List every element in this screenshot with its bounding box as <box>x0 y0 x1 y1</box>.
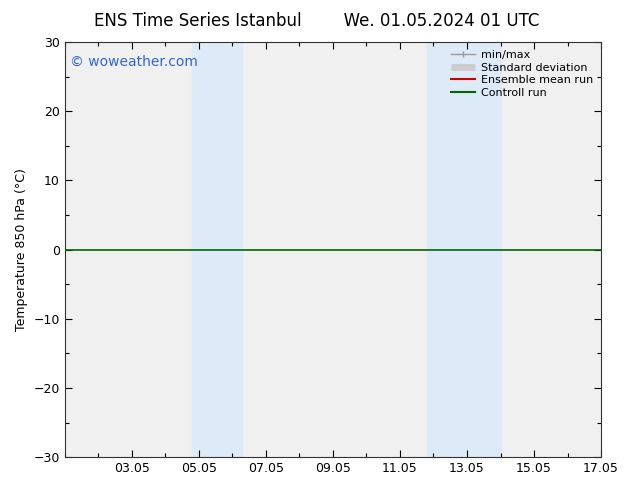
Bar <box>192 42 242 457</box>
Y-axis label: Temperature 850 hPa (°C): Temperature 850 hPa (°C) <box>15 168 28 331</box>
Legend: min/max, Standard deviation, Ensemble mean run, Controll run: min/max, Standard deviation, Ensemble me… <box>446 46 598 102</box>
Text: © woweather.com: © woweather.com <box>70 54 198 69</box>
Text: ENS Time Series Istanbul        We. 01.05.2024 01 UTC: ENS Time Series Istanbul We. 01.05.2024 … <box>94 12 540 30</box>
Bar <box>427 42 500 457</box>
